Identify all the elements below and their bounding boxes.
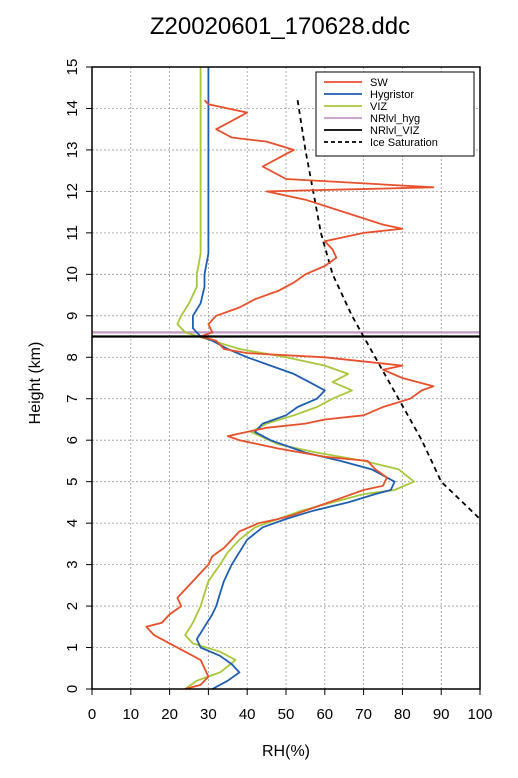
series-line-viz: [176, 67, 415, 690]
x-tick-label: 80: [394, 706, 411, 723]
x-axis-label: RH(%): [262, 743, 310, 760]
grid: [92, 67, 480, 689]
legend-label: VIZ: [370, 101, 387, 113]
legend-label: NRlvl_VIZ: [370, 125, 420, 137]
x-tick-label: 30: [200, 706, 217, 723]
y-tick-label: 4: [64, 519, 81, 527]
y-tick-label: 7: [64, 395, 81, 403]
y-axis-label: Height (km): [27, 342, 44, 425]
y-tick-label: 13: [64, 142, 81, 159]
x-tick-label: 40: [239, 706, 256, 723]
y-tick-label: 2: [64, 602, 81, 610]
x-tick-label: 50: [278, 706, 295, 723]
series-line-sw: [145, 99, 435, 690]
y-tick-label: 11: [64, 225, 81, 241]
x-tick-label: 100: [467, 706, 492, 723]
series-line-hygristor: [192, 67, 396, 690]
legend-label: SW: [370, 77, 388, 89]
y-tick-label: 0: [64, 685, 81, 693]
x-axis-ticks: 0 10 20 30 40 50 60 70 80 90 100: [88, 689, 493, 723]
legend-label: NRlvl_hyg: [370, 113, 420, 125]
x-tick-label: 10: [122, 706, 139, 723]
y-tick-label: 10: [64, 266, 81, 283]
x-tick-label: 90: [433, 706, 450, 723]
plot-frame: [91, 66, 481, 690]
plot-series: [92, 67, 481, 690]
x-tick-label: 20: [161, 706, 178, 723]
chart-title: Z20020601_170628.ddc: [150, 13, 410, 40]
y-tick-label: 15: [64, 59, 81, 76]
series-line-ice-saturation: [296, 100, 481, 520]
x-tick-label: 0: [88, 706, 96, 723]
y-tick-label: 8: [64, 353, 81, 361]
y-tick-label: 6: [64, 436, 81, 444]
legend-label: Hygristor: [370, 89, 414, 101]
y-tick-label: 1: [64, 643, 81, 651]
y-tick-label: 3: [64, 560, 81, 568]
legend-label: Ice Saturation: [370, 137, 438, 149]
x-tick-label: 70: [355, 706, 372, 723]
y-tick-label: 12: [64, 183, 81, 200]
legend-box: [315, 71, 475, 157]
x-tick-label: 60: [316, 706, 333, 723]
y-tick-label: 9: [64, 312, 81, 320]
y-tick-label: 5: [64, 477, 81, 485]
y-tick-label: 14: [64, 100, 81, 117]
